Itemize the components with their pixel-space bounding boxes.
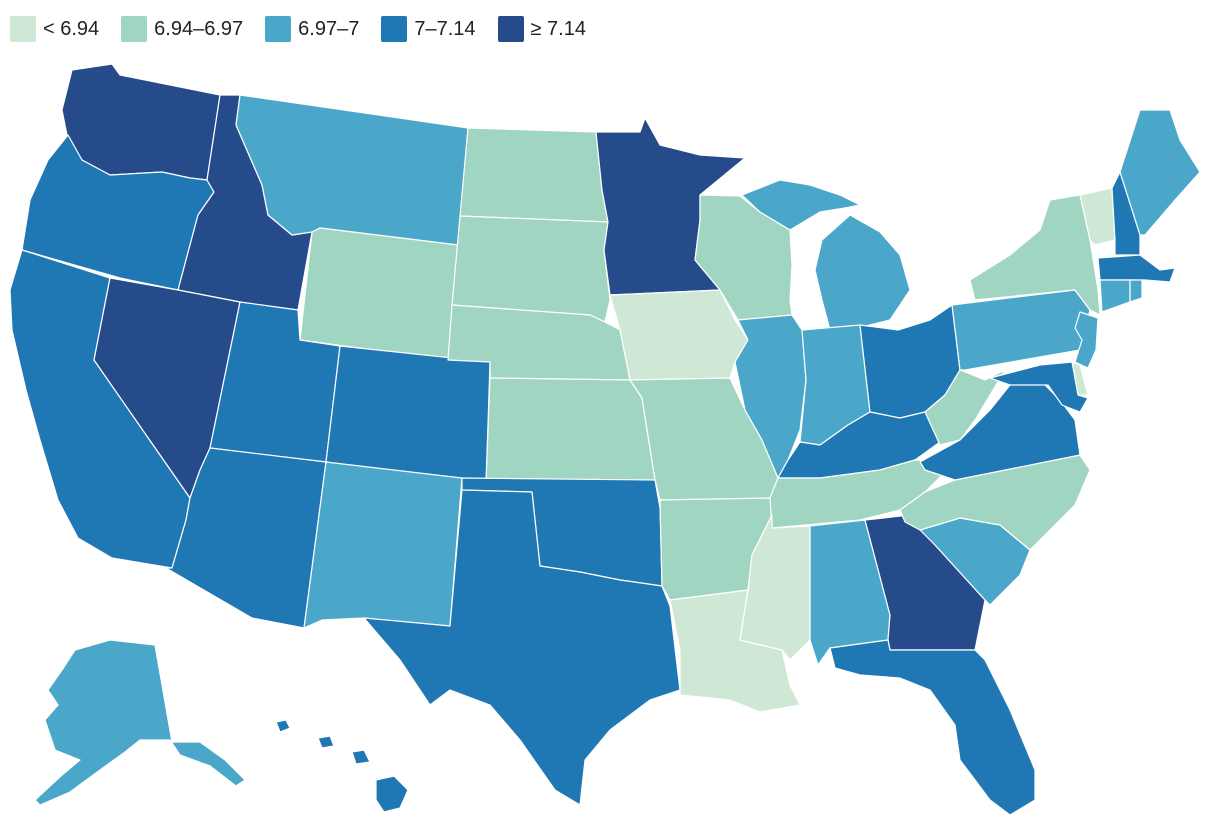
state-SD bbox=[451, 215, 611, 323]
state-AK bbox=[34, 639, 246, 806]
state-ND bbox=[459, 127, 609, 223]
legend-item: ≥ 7.14 bbox=[497, 16, 586, 42]
state-MA bbox=[1097, 254, 1176, 283]
state-MD bbox=[989, 361, 1089, 413]
state-TX bbox=[363, 489, 681, 806]
state-NC bbox=[899, 454, 1091, 551]
legend-label: 7–7.14 bbox=[414, 17, 476, 40]
state-PA bbox=[951, 289, 1091, 371]
legend-label: < 6.94 bbox=[43, 17, 100, 40]
state-KS bbox=[485, 377, 656, 483]
state-WY bbox=[299, 227, 459, 361]
state-MI bbox=[741, 179, 911, 331]
state-NJ bbox=[1074, 311, 1099, 369]
legend-label: 6.97–7 bbox=[298, 17, 360, 40]
legend-swatch bbox=[381, 16, 408, 42]
state-VT bbox=[1079, 187, 1116, 246]
legend-item: < 6.94 bbox=[10, 16, 99, 42]
map-legend: < 6.94 6.94–6.97 6.97–7 7–7.14 ≥ 7.14 bbox=[10, 14, 608, 44]
legend-item: 6.94–6.97 bbox=[121, 16, 243, 42]
state-CT bbox=[1099, 279, 1131, 313]
state-NM bbox=[303, 461, 463, 629]
legend-label: 6.94–6.97 bbox=[154, 17, 244, 40]
legend-swatch bbox=[121, 16, 148, 42]
legend-swatch bbox=[497, 16, 524, 42]
legend-item: 7–7.14 bbox=[381, 16, 476, 42]
state-FL bbox=[829, 639, 1036, 816]
state-IA bbox=[609, 289, 749, 381]
legend-label: ≥ 7.14 bbox=[530, 17, 586, 40]
state-RI bbox=[1129, 279, 1143, 303]
legend-item: 6.97–7 bbox=[265, 16, 359, 42]
legend-swatch bbox=[265, 16, 292, 42]
state-ME bbox=[1119, 109, 1201, 236]
legend-swatch bbox=[10, 16, 36, 42]
state-HI bbox=[275, 719, 409, 813]
state-WV bbox=[924, 369, 1006, 446]
state-NY bbox=[969, 194, 1101, 316]
